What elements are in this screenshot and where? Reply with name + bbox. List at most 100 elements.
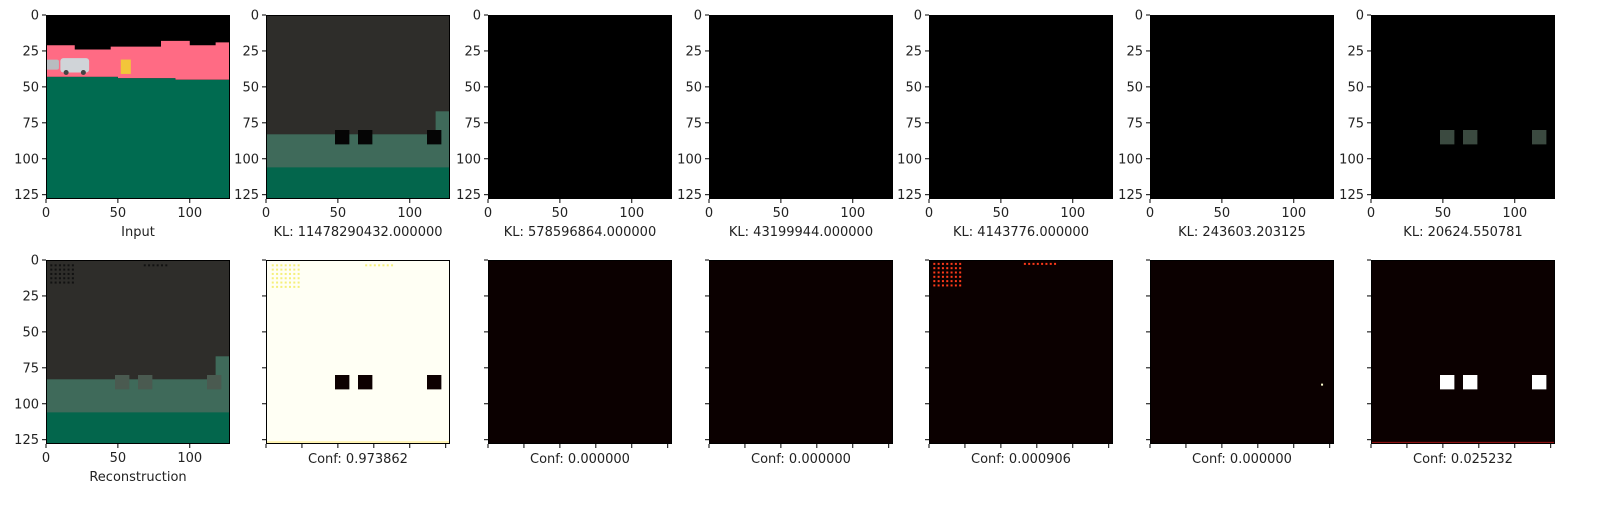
- artifact-dot: [63, 264, 66, 267]
- heat-dot: [946, 284, 949, 287]
- heat-dot: [937, 262, 940, 265]
- y-tick-label: 125: [14, 188, 39, 203]
- heat-dot: [954, 284, 957, 287]
- axes-frame: [266, 15, 450, 199]
- x-tick-label: 100: [177, 206, 202, 221]
- artifact-dot: [71, 277, 74, 280]
- heat-dot: [271, 285, 274, 288]
- panel-conf-6: Conf: 0.025232: [1367, 259, 1555, 467]
- y-tick-label: 50: [22, 325, 39, 340]
- panel-image: [488, 260, 672, 444]
- y-tick-label: 100: [677, 152, 702, 167]
- y-tick-label: 0: [31, 254, 39, 269]
- panel-caption: KL: 4143776.000000: [953, 225, 1089, 240]
- artifact-dot: [148, 264, 151, 267]
- square-mark: [358, 130, 373, 145]
- panel-conf-1: Conf: 0.973862: [262, 259, 450, 467]
- y-tick-label: 75: [1347, 116, 1364, 131]
- heat-dot: [1321, 383, 1324, 386]
- square-mark: [427, 375, 442, 390]
- heat-dot: [276, 264, 279, 267]
- y-tick-label: 50: [242, 80, 259, 95]
- y-tick-label: 75: [905, 116, 922, 131]
- y-tick-label: 125: [1118, 188, 1143, 203]
- heat-dot: [933, 275, 936, 278]
- heat-dot: [954, 271, 957, 274]
- axes-frame: [709, 15, 893, 199]
- heat-dot: [280, 268, 283, 271]
- x-tick-label: 50: [773, 206, 790, 221]
- heat-dot: [276, 268, 279, 271]
- panel-conf-5: Conf: 0.000000: [1146, 259, 1334, 467]
- car-object: [60, 58, 90, 73]
- axes-frame: [488, 260, 672, 444]
- y-tick-label: 25: [22, 289, 39, 304]
- heat-dot: [954, 275, 957, 278]
- artifact-dot: [50, 277, 53, 280]
- y-tick-label: 50: [464, 80, 481, 95]
- square-mark: [138, 375, 153, 390]
- image-fill: [929, 15, 1113, 199]
- axes-frame: [1150, 260, 1334, 444]
- artifact-dot: [67, 264, 70, 267]
- panel-image: [46, 15, 230, 199]
- heat-dot: [941, 262, 944, 265]
- panel-caption: KL: 20624.550781: [1403, 225, 1522, 240]
- heat-dot: [271, 264, 274, 267]
- panel-caption: Conf: 0.025232: [1413, 452, 1513, 467]
- y-tick-label: 100: [234, 152, 259, 167]
- panel-mask-2: 0 50 100 0 25 50 75 100 125 KL: 578596864.000000: [456, 9, 672, 240]
- x-tick-label: 100: [177, 451, 202, 466]
- y-tick-label: 100: [897, 152, 922, 167]
- heat-dot: [280, 281, 283, 284]
- x-tick-label: 50: [110, 451, 127, 466]
- sign-object: [120, 59, 131, 74]
- panel-mask-4: 0 50 100 0 25 50 75 100 125 KL: 4143776.000000: [897, 9, 1113, 240]
- x-tick-label: 0: [1146, 206, 1154, 221]
- heat-dot: [933, 262, 936, 265]
- heat-dot: [933, 280, 936, 283]
- y-tick-label: 125: [1339, 188, 1364, 203]
- y-tick-label: 100: [14, 397, 39, 412]
- artifact-dot: [63, 268, 66, 271]
- heat-dot: [293, 281, 296, 284]
- y-tick-label: 25: [685, 44, 702, 59]
- heat-dot: [382, 264, 385, 267]
- heat-dot: [946, 271, 949, 274]
- heat-dot: [946, 262, 949, 265]
- panel-caption: Reconstruction: [89, 470, 186, 485]
- panel-caption: Conf: 0.000000: [751, 452, 851, 467]
- panel-image: [1150, 260, 1334, 444]
- artifact-dot: [63, 272, 66, 275]
- heat-dot: [950, 267, 953, 270]
- heat-dot: [933, 284, 936, 287]
- artifact-dot: [71, 264, 74, 267]
- panel-conf-4: Conf: 0.000906: [925, 259, 1113, 467]
- heat-dot: [959, 280, 962, 283]
- x-tick-label: 100: [1502, 206, 1527, 221]
- heat-dot: [933, 271, 936, 274]
- heat-dot: [954, 262, 957, 265]
- heat-dot: [284, 272, 287, 275]
- heat-dot: [950, 275, 953, 278]
- heat-dot: [950, 271, 953, 274]
- y-tick-label: 100: [14, 152, 39, 167]
- x-tick-label: 50: [552, 206, 569, 221]
- x-tick-label: 50: [1435, 206, 1452, 221]
- axes-frame: [709, 260, 893, 444]
- heat-dot: [373, 264, 376, 267]
- y-tick-label: 0: [1135, 9, 1143, 24]
- heat-dot: [941, 284, 944, 287]
- artifact-dot: [156, 264, 159, 267]
- wheel: [63, 70, 69, 75]
- heat-dot: [959, 284, 962, 287]
- heat-dot: [289, 264, 291, 267]
- axes-frame: [929, 15, 1113, 199]
- heat-dot: [937, 267, 940, 270]
- heat-dot: [297, 277, 300, 280]
- x-tick-label: 0: [705, 206, 713, 221]
- artifact-dot: [143, 264, 146, 267]
- heat-dot: [289, 272, 291, 275]
- heat-dot: [946, 275, 949, 278]
